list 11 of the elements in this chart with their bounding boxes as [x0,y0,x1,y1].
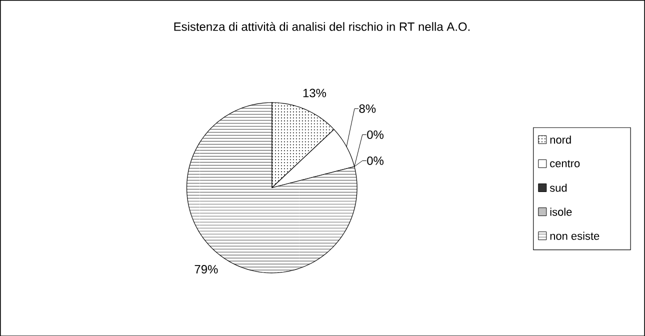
chart-title: Esistenza di attività di analisi del rischio in RT nella A.O. [174,22,470,31]
text: 0% [367,156,384,165]
text: 0% [367,130,384,139]
data-label: 79% [194,264,218,274]
legend-label: sud [550,184,567,192]
data-label: 13% [303,88,326,98]
legend-label: centro [550,160,580,168]
legend-label: isole [550,208,572,216]
legend-label: nord [550,135,571,144]
data-label: 8% [359,104,376,113]
legend-label: non esiste [550,232,600,240]
